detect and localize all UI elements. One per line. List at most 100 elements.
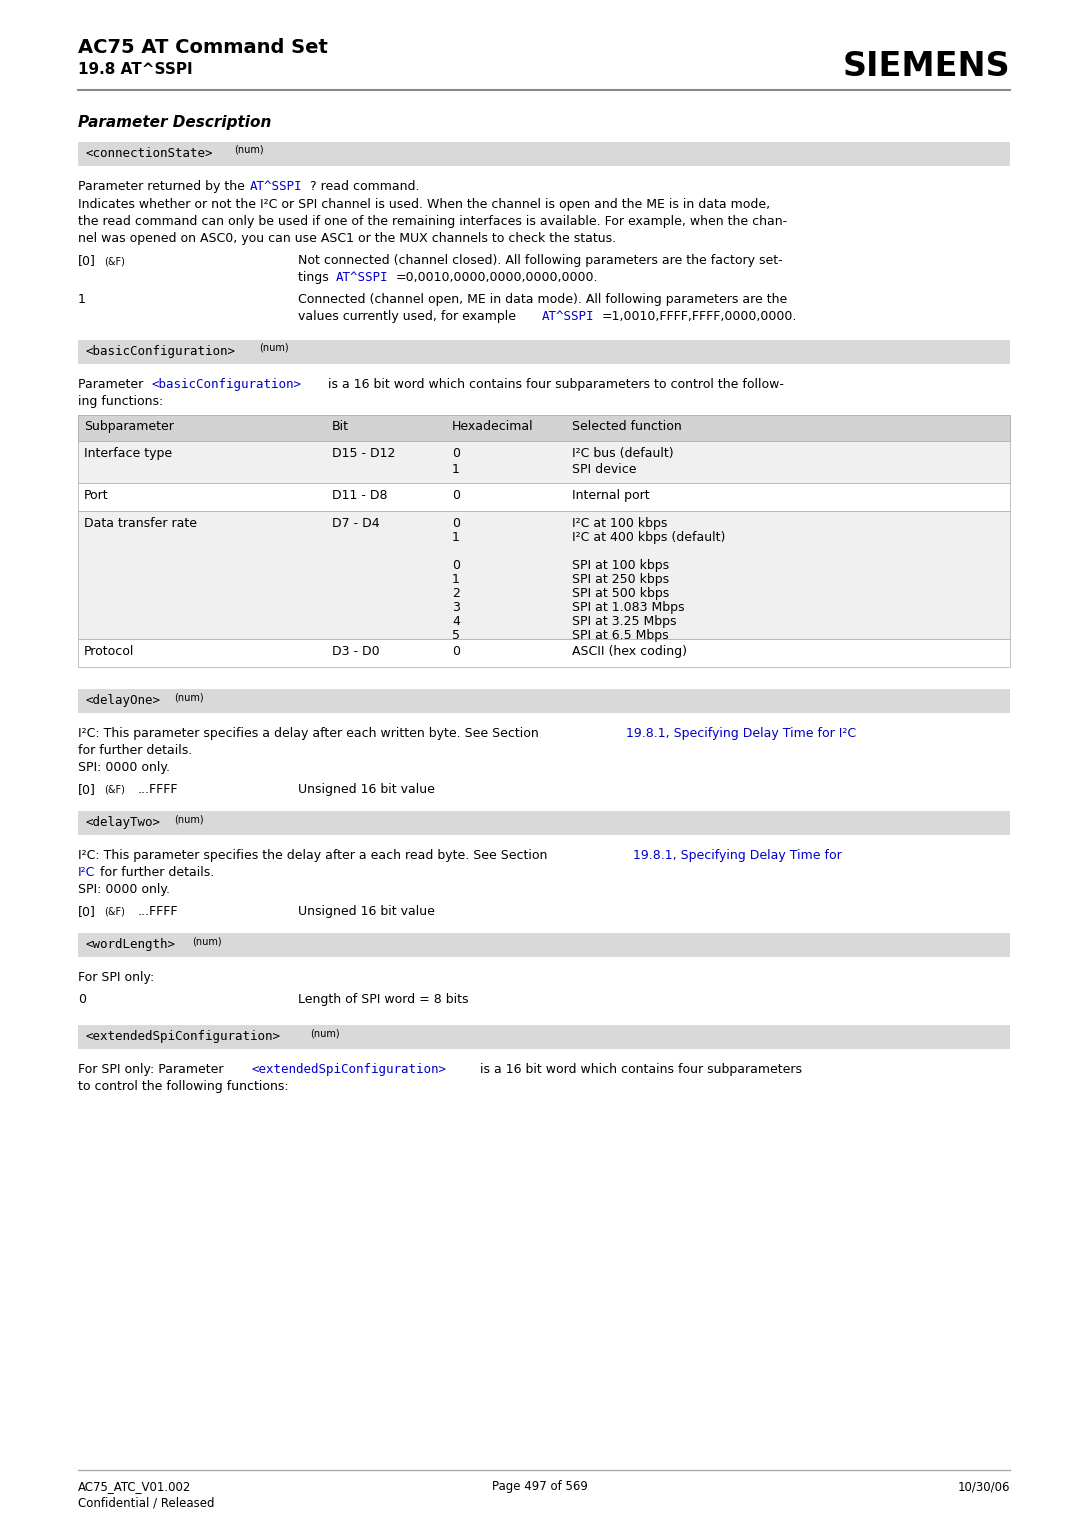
Text: 5: 5 <box>453 630 460 642</box>
Text: SPI device: SPI device <box>572 463 636 477</box>
Text: tings: tings <box>298 270 333 284</box>
Text: Bit: Bit <box>332 420 349 432</box>
Text: ing functions:: ing functions: <box>78 396 163 408</box>
Text: is a 16 bit word which contains four subparameters to control the follow-: is a 16 bit word which contains four sub… <box>324 377 784 391</box>
Text: <delayOne>: <delayOne> <box>86 694 161 707</box>
Text: ...FFFF: ...FFFF <box>138 782 178 796</box>
Text: [0]: [0] <box>78 905 96 918</box>
Text: nel was opened on ASC0, you can use ASC1 or the MUX channels to check the status: nel was opened on ASC0, you can use ASC1… <box>78 232 616 244</box>
Text: AC75_ATC_V01.002: AC75_ATC_V01.002 <box>78 1481 191 1493</box>
Text: (&F): (&F) <box>104 257 125 266</box>
Text: Confidential / Released: Confidential / Released <box>78 1496 215 1510</box>
Text: 19.8.1, Specifying Delay Time for: 19.8.1, Specifying Delay Time for <box>633 850 841 862</box>
Text: 0: 0 <box>453 489 460 503</box>
Text: 3: 3 <box>453 601 460 614</box>
Text: ...FFFF: ...FFFF <box>138 905 178 918</box>
Text: Selected function: Selected function <box>572 420 681 432</box>
Text: <basicConfiguration>: <basicConfiguration> <box>151 377 301 391</box>
Text: 1: 1 <box>453 463 460 477</box>
Text: (&F): (&F) <box>104 908 125 917</box>
Text: the read command can only be used if one of the remaining interfaces is availabl: the read command can only be used if one… <box>78 215 787 228</box>
Text: values currently used, for example: values currently used, for example <box>298 310 519 322</box>
Text: D11 - D8: D11 - D8 <box>332 489 388 503</box>
Text: 0: 0 <box>453 645 460 659</box>
Text: Indicates whether or not the I²C or SPI channel is used. When the channel is ope: Indicates whether or not the I²C or SPI … <box>78 199 770 211</box>
Text: 2: 2 <box>453 587 460 601</box>
Text: [0]: [0] <box>78 782 96 796</box>
Text: For SPI only: Parameter: For SPI only: Parameter <box>78 1063 228 1076</box>
Text: [0]: [0] <box>78 254 96 267</box>
Text: 19.8.1, Specifying Delay Time for I²C: 19.8.1, Specifying Delay Time for I²C <box>626 727 856 740</box>
Text: D7 - D4: D7 - D4 <box>332 516 380 530</box>
Text: I²C: I²C <box>78 866 95 879</box>
Text: <connectionState>: <connectionState> <box>86 147 214 160</box>
Text: Length of SPI word = 8 bits: Length of SPI word = 8 bits <box>298 993 469 1005</box>
Text: 10/30/06: 10/30/06 <box>958 1481 1010 1493</box>
Text: =0,0010,0000,0000,0000,0000.: =0,0010,0000,0000,0000,0000. <box>396 270 598 284</box>
Text: (num): (num) <box>174 692 204 701</box>
Text: For SPI only:: For SPI only: <box>78 970 154 984</box>
Text: <extendedSpiConfiguration>: <extendedSpiConfiguration> <box>252 1063 447 1076</box>
Text: SPI at 100 kbps: SPI at 100 kbps <box>572 559 670 571</box>
Text: to control the following functions:: to control the following functions: <box>78 1080 288 1093</box>
Text: Parameter: Parameter <box>78 377 147 391</box>
Text: SPI at 1.083 Mbps: SPI at 1.083 Mbps <box>572 601 685 614</box>
Text: <extendedSpiConfiguration>: <extendedSpiConfiguration> <box>86 1030 281 1044</box>
Text: AT^SSPI: AT^SSPI <box>249 180 302 193</box>
Text: Port: Port <box>84 489 109 503</box>
Text: 0: 0 <box>453 448 460 460</box>
Text: (num): (num) <box>310 1028 339 1038</box>
Text: AT^SSPI: AT^SSPI <box>336 270 389 284</box>
Text: (&F): (&F) <box>104 785 125 795</box>
Text: Parameter Description: Parameter Description <box>78 115 271 130</box>
Text: Not connected (channel closed). All following parameters are the factory set-: Not connected (channel closed). All foll… <box>298 254 783 267</box>
Text: SPI: 0000 only.: SPI: 0000 only. <box>78 883 170 895</box>
Text: SPI at 3.25 Mbps: SPI at 3.25 Mbps <box>572 614 676 628</box>
Text: SPI at 250 kbps: SPI at 250 kbps <box>572 573 670 587</box>
Text: 1: 1 <box>78 293 86 306</box>
Text: I²C bus (default): I²C bus (default) <box>572 448 674 460</box>
Text: (num): (num) <box>174 814 204 824</box>
Text: Page 497 of 569: Page 497 of 569 <box>492 1481 588 1493</box>
Text: D15 - D12: D15 - D12 <box>332 448 395 460</box>
Text: ASCII (hex coding): ASCII (hex coding) <box>572 645 687 659</box>
Text: 19.8 AT^SSPI: 19.8 AT^SSPI <box>78 63 192 76</box>
Text: Hexadecimal: Hexadecimal <box>453 420 534 432</box>
Text: for further details.: for further details. <box>96 866 214 879</box>
Text: <basicConfiguration>: <basicConfiguration> <box>86 345 237 358</box>
Text: Subparameter: Subparameter <box>84 420 174 432</box>
Text: is a 16 bit word which contains four subparameters: is a 16 bit word which contains four sub… <box>476 1063 802 1076</box>
Text: I²C: This parameter specifies a delay after each written byte. See Section: I²C: This parameter specifies a delay af… <box>78 727 543 740</box>
Text: Data transfer rate: Data transfer rate <box>84 516 197 530</box>
Text: 1: 1 <box>453 573 460 587</box>
Text: AC75 AT Command Set: AC75 AT Command Set <box>78 38 328 57</box>
Text: Connected (channel open, ME in data mode). All following parameters are the: Connected (channel open, ME in data mode… <box>298 293 787 306</box>
Text: SPI at 500 kbps: SPI at 500 kbps <box>572 587 670 601</box>
Text: =1,0010,FFFF,FFFF,0000,0000.: =1,0010,FFFF,FFFF,0000,0000. <box>602 310 797 322</box>
Text: (num): (num) <box>234 145 264 154</box>
Text: AT^SSPI: AT^SSPI <box>542 310 594 322</box>
Text: (num): (num) <box>259 342 288 353</box>
Text: Protocol: Protocol <box>84 645 134 659</box>
Text: 0: 0 <box>78 993 86 1005</box>
Text: Internal port: Internal port <box>572 489 650 503</box>
Text: Unsigned 16 bit value: Unsigned 16 bit value <box>298 905 435 918</box>
Text: I²C: This parameter specifies the delay after a each read byte. See Section: I²C: This parameter specifies the delay … <box>78 850 552 862</box>
Text: D3 - D0: D3 - D0 <box>332 645 380 659</box>
Text: <delayTwo>: <delayTwo> <box>86 816 161 830</box>
Text: 4: 4 <box>453 614 460 628</box>
Text: (num): (num) <box>192 937 221 946</box>
Text: ? read command.: ? read command. <box>310 180 419 193</box>
Text: for further details.: for further details. <box>78 744 192 756</box>
Text: <wordLength>: <wordLength> <box>86 938 176 950</box>
Text: I²C at 100 kbps: I²C at 100 kbps <box>572 516 667 530</box>
Text: SPI: 0000 only.: SPI: 0000 only. <box>78 761 170 775</box>
Text: Parameter returned by the: Parameter returned by the <box>78 180 248 193</box>
Text: 1: 1 <box>453 532 460 544</box>
Text: 0: 0 <box>453 516 460 530</box>
Text: 0: 0 <box>453 559 460 571</box>
Text: Unsigned 16 bit value: Unsigned 16 bit value <box>298 782 435 796</box>
Text: Interface type: Interface type <box>84 448 172 460</box>
Text: SIEMENS: SIEMENS <box>842 50 1010 83</box>
Text: I²C at 400 kbps (default): I²C at 400 kbps (default) <box>572 532 726 544</box>
